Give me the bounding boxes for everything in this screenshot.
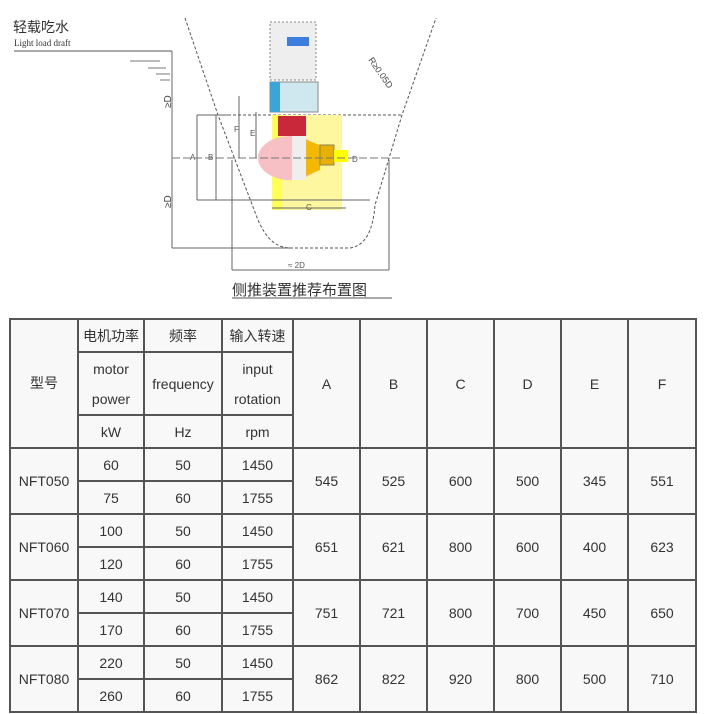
- cell-dim-f: 710: [627, 645, 697, 713]
- diagram-caption: 侧推装置推荐布置图: [232, 281, 367, 299]
- header-model: 型号: [9, 318, 79, 449]
- cell-power: 120: [77, 546, 145, 581]
- header-speed-unit: rpm: [221, 414, 294, 449]
- cell-dim-f: 650: [627, 579, 697, 647]
- cell-dim-e: 500: [560, 645, 629, 713]
- header-d: D: [493, 318, 562, 449]
- cell-dim-c: 800: [426, 579, 495, 647]
- cell-dim-f: 623: [627, 513, 697, 581]
- cell-model: NFT060: [9, 513, 79, 581]
- cell-dim-c: 600: [426, 447, 495, 515]
- cell-rpm: 1755: [221, 480, 294, 515]
- light-load-draft-label-en: Light load draft: [14, 38, 71, 48]
- cell-power: 75: [77, 480, 145, 515]
- table-row: 120 60 1755: [10, 546, 696, 581]
- cell-dim-d: 500: [493, 447, 562, 515]
- cell-dim-f: 551: [627, 447, 697, 515]
- dim-f: F: [234, 125, 239, 134]
- table-row: NFT060 100 50 1450 651 621 800 600 400 623: [9, 513, 697, 581]
- cell-dim-c: 800: [426, 513, 495, 581]
- cell-power: 60: [77, 447, 145, 482]
- header-speed-en: input rotation: [221, 351, 294, 416]
- dim-2d: ≈ 2D: [288, 261, 305, 270]
- cell-dim-a: 862: [292, 645, 361, 713]
- header-freq-cn: 频率: [143, 318, 223, 353]
- cell-dim-e: 450: [560, 579, 629, 647]
- cell-dim-a: 651: [292, 513, 361, 581]
- table-row: NFT050 60 50 1450 545 525 600 500 345 551: [9, 447, 697, 515]
- table-row: NFT080 220 50 1450 862 822 920 800 500 710: [9, 645, 697, 713]
- cell-dim-a: 751: [292, 579, 361, 647]
- header-power-cn: 电机功率: [77, 318, 145, 353]
- dim-d-top: ≥D: [163, 95, 174, 108]
- cell-rpm: 1755: [221, 678, 294, 713]
- dim-e: E: [250, 129, 255, 138]
- table-body: NFT050 60 50 1450 545 525 600 500 345 551 75 60 1755…: [9, 447, 697, 713]
- cell-frequency: 60: [143, 546, 223, 581]
- cell-dim-b: 621: [359, 513, 428, 581]
- cell-dim-b: 822: [359, 645, 428, 713]
- dim-c: C: [306, 203, 312, 212]
- header-power-en: motor power: [77, 351, 145, 416]
- dim-b: B: [208, 153, 213, 162]
- cell-dim-b: 525: [359, 447, 428, 515]
- dim-d: D: [352, 155, 358, 164]
- header-freq-unit: Hz: [143, 414, 223, 449]
- header-freq-en: frequency: [143, 351, 223, 416]
- cell-rpm: 1450: [221, 579, 294, 614]
- cell-model: NFT050: [9, 447, 79, 515]
- cell-frequency: 50: [143, 579, 223, 614]
- dim-d-bottom: ≥D: [163, 195, 174, 208]
- cell-model: NFT070: [9, 579, 79, 647]
- cell-frequency: 60: [143, 678, 223, 713]
- radius-label: R≥0.05D: [366, 55, 395, 90]
- thruster-layout-diagram: 轻载吃水 Light load draft ≥D ≥D R≥0.05D A B …: [13, 17, 437, 299]
- cell-rpm: 1755: [221, 612, 294, 647]
- header-a: A: [292, 318, 361, 449]
- cell-dim-c: 920: [426, 645, 495, 713]
- cell-frequency: 50: [143, 513, 223, 548]
- table-row: 170 60 1755: [10, 612, 696, 647]
- cell-rpm: 1450: [221, 447, 294, 482]
- cell-dim-a: 545: [292, 447, 361, 515]
- cell-rpm: 1755: [221, 546, 294, 581]
- cell-dim-d: 800: [493, 645, 562, 713]
- light-load-draft-label-cn: 轻载吃水: [13, 20, 69, 36]
- dim-a: A: [190, 153, 196, 162]
- cell-frequency: 50: [143, 645, 223, 680]
- table-row: 260 60 1755: [10, 678, 696, 713]
- cell-frequency: 60: [143, 480, 223, 515]
- cell-frequency: 50: [143, 447, 223, 482]
- cell-dim-e: 345: [560, 447, 629, 515]
- header-f: F: [627, 318, 697, 449]
- cell-power: 220: [77, 645, 145, 680]
- cell-dim-e: 400: [560, 513, 629, 581]
- header-power-unit: kW: [77, 414, 145, 449]
- cell-frequency: 60: [143, 612, 223, 647]
- cell-dim-d: 700: [493, 579, 562, 647]
- cell-power: 260: [77, 678, 145, 713]
- table-row: 75 60 1755: [10, 480, 696, 515]
- cell-dim-b: 721: [359, 579, 428, 647]
- header-speed-cn: 输入转速: [221, 318, 294, 353]
- cell-dim-d: 600: [493, 513, 562, 581]
- cell-power: 170: [77, 612, 145, 647]
- cell-model: NFT080: [9, 645, 79, 713]
- cell-power: 140: [77, 579, 145, 614]
- header-e: E: [560, 318, 629, 449]
- cell-rpm: 1450: [221, 513, 294, 548]
- specification-table: 型号 电机功率 频率 输入转速 A B C D E F motor power f…: [9, 318, 697, 713]
- header-c: C: [426, 318, 495, 449]
- table-row: NFT070 140 50 1450 751 721 800 700 450 650: [9, 579, 697, 647]
- cell-rpm: 1450: [221, 645, 294, 680]
- cell-power: 100: [77, 513, 145, 548]
- header-b: B: [359, 318, 428, 449]
